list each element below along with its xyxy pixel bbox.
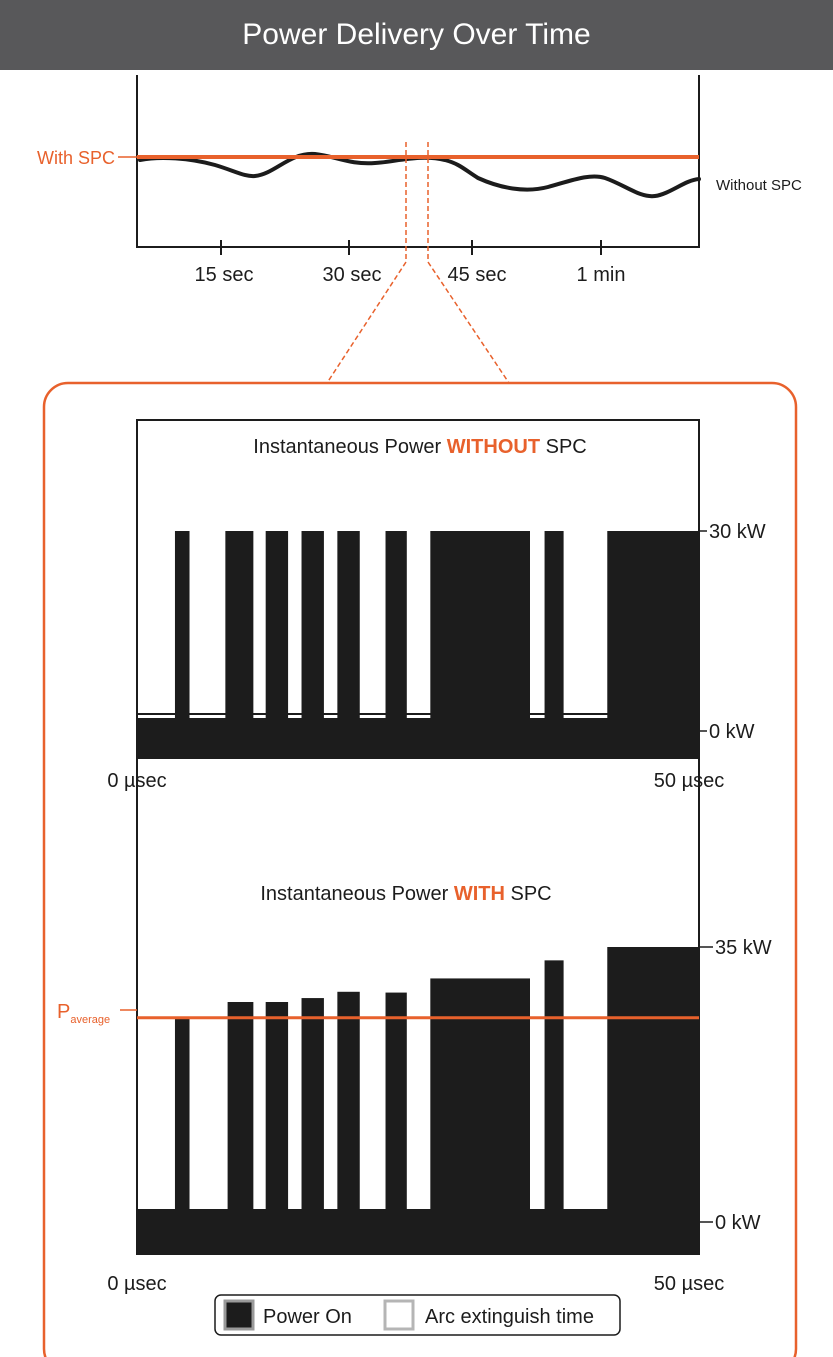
with-spc-label: With SPC [37,148,115,168]
power-pulse-4 [301,531,324,757]
page-title: Power Delivery Over Time [0,0,833,70]
power-pulse-3 [265,1002,289,1253]
overview-tick-label-30: 30 sec [323,264,382,286]
power-pulse-8 [544,960,564,1253]
overview-tick-label-15: 15 sec [195,264,254,286]
power-on-swatch [223,1299,255,1331]
power-pulse-8 [544,531,564,757]
title-post: SPC [505,883,552,905]
chart-without-spc: Instantaneous Power WITHOUT SPC 30 kW 0 … [107,419,766,792]
power-pulse-9 [607,531,698,757]
bars-without-spc [138,531,698,757]
chart-without-spc-title: Instantaneous Power WITHOUT SPC [253,436,586,458]
power-pulse-6 [385,531,407,757]
with-y-min-label: 0 kW [715,1212,761,1234]
without-x-end-label: 50 µsec [654,770,724,792]
power-pulse-1 [174,531,190,757]
power-pulse-9 [607,947,698,1253]
power-pulse-7 [430,978,530,1253]
chart-without-spc-frame [136,419,700,759]
title-emphasis: WITH [454,883,505,905]
arc-extinguish-swatch [383,1299,415,1331]
power-pulse-4 [301,998,324,1253]
overview-tick-label-60: 1 min [577,264,626,286]
without-y-max-label: 30 kW [709,521,766,543]
chart-with-spc-title: Instantaneous Power WITH SPC [260,883,551,905]
legend-box [214,1294,621,1336]
power-pulse-1 [174,1017,190,1253]
title-pre: Instantaneous Power [260,883,453,905]
power-pulse-5 [337,531,360,757]
zoom-connector-left [326,261,407,384]
power-pulse-5 [337,991,360,1253]
legend: Power On Arc extinguish time [214,1294,621,1336]
power-pulse-3 [265,531,289,757]
legend-arc-extinguish-label: Arc extinguish time [425,1306,594,1328]
overview-chart: 15 sec 30 sec 45 sec 1 min With SPC With… [37,75,802,384]
chart-with-spc-box [136,713,700,1255]
chart-with-spc: Instantaneous Power WITH SPC 35 kW 0 kW … [57,713,772,1295]
bars-with-spc [138,947,698,1253]
with-y-max-label: 35 kW [715,937,772,959]
power-pulse-2 [225,531,254,757]
overview-tick-label-45: 45 sec [448,264,507,286]
with-x-end-label: 50 µsec [654,1273,724,1295]
p-average-sub: average [70,1014,110,1026]
with-x-start-label: 0 µsec [107,1273,166,1295]
zoom-connector-right [427,261,510,384]
p-average-main: P [57,1001,70,1023]
power-pulse-7 [430,531,530,757]
title-post: SPC [540,436,587,458]
power-pulse-2 [227,1002,254,1253]
zoom-frame [42,381,798,1357]
without-spc-line [138,151,701,199]
title-emphasis: WITHOUT [447,436,540,458]
title-pre: Instantaneous Power [253,436,446,458]
without-y-min-label: 0 kW [709,721,755,743]
p-average-label: Paverage [57,1001,110,1026]
legend-power-on-label: Power On [263,1306,352,1328]
without-spc-label: Without SPC [716,177,802,194]
power-pulse-6 [385,992,407,1253]
